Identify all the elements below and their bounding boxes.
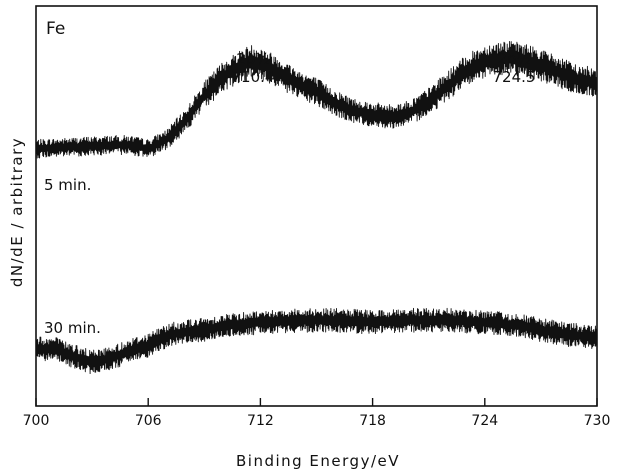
series-line-30min bbox=[35, 307, 598, 375]
peak-label-2p-b: 2p½ bbox=[497, 50, 531, 68]
series-label-30min: 30 min. bbox=[44, 319, 101, 337]
x-tick-label-700: 700 bbox=[23, 413, 50, 429]
x-tick-label-718: 718 bbox=[359, 413, 386, 429]
series-label-5min: 5 min. bbox=[44, 176, 91, 194]
x-tick-label-730: 730 bbox=[584, 413, 611, 429]
peak-value-724: 724.5 bbox=[493, 68, 536, 86]
x-axis-ticks: 700 706 712 718 724 730 bbox=[23, 398, 611, 429]
panel-label: Fe bbox=[46, 19, 65, 39]
peak-label-2p-a: 2p½ bbox=[236, 50, 270, 68]
y-axis-title: dN/dE / arbitrary bbox=[8, 137, 26, 287]
series-line-5min bbox=[35, 40, 598, 159]
x-tick-label-724: 724 bbox=[471, 413, 498, 429]
series-group bbox=[35, 40, 598, 375]
peak-value-710: 710.4 bbox=[232, 68, 275, 86]
plot-frame bbox=[35, 5, 598, 407]
labels-group: Fe Binding Energy/eV dN/dE / arbitrary 5… bbox=[8, 19, 535, 470]
plot-area bbox=[35, 5, 598, 407]
x-tick-label-706: 706 bbox=[135, 413, 162, 429]
x-tick-label-712: 712 bbox=[247, 413, 274, 429]
x-axis-title: Binding Energy/eV bbox=[236, 452, 400, 470]
